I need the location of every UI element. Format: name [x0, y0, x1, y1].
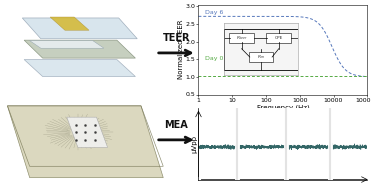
- Text: TEER: TEER: [162, 33, 190, 43]
- Polygon shape: [22, 18, 137, 39]
- Text: MEA: MEA: [164, 120, 188, 130]
- Polygon shape: [30, 41, 104, 48]
- Polygon shape: [24, 60, 135, 77]
- Text: Day 0: Day 0: [205, 56, 224, 61]
- Text: Day 6: Day 6: [205, 10, 224, 15]
- Polygon shape: [50, 17, 89, 30]
- Polygon shape: [67, 117, 108, 147]
- Y-axis label: Normalized TEER: Normalized TEER: [178, 20, 184, 79]
- X-axis label: Frequency (Hz): Frequency (Hz): [256, 104, 309, 111]
- Polygon shape: [24, 40, 135, 58]
- Y-axis label: µVpp: µVpp: [191, 135, 197, 153]
- Polygon shape: [7, 106, 163, 178]
